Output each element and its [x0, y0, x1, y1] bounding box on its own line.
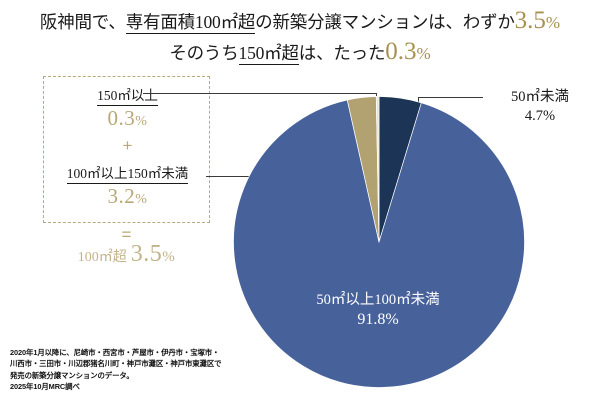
callout-value-100-number: 3.2: [107, 184, 136, 208]
callout-value-150-number: 0.3: [107, 106, 136, 130]
callout-value-150-percent: %: [135, 114, 148, 129]
pie-label-50-to-100-value: 91.8%: [357, 310, 399, 328]
headline-line1-percent: %: [545, 13, 561, 32]
pie-label-50-to-100: 50㎡以上100㎡未満 91.8%: [278, 291, 478, 331]
callout-total-label: 100㎡超: [77, 250, 127, 265]
callout-operator-equals-row: =: [43, 225, 210, 245]
headline-line2-suffix: は、たった: [298, 42, 386, 63]
plus-operator-icon: +: [122, 136, 133, 155]
headline-line1-figure: 3.5%: [515, 7, 560, 34]
footnote-line-2: 川西市・三田市・川辺郡猪名川町・神戸市灘区・神戸市東灘区で: [10, 359, 222, 369]
pie-slice-2: [233, 99, 525, 388]
leader-line-50-horizontal: [419, 97, 483, 99]
headline-line-1: 阪神間で、専有面積100㎡超の新築分譲マンションは、わずか3.5%: [0, 6, 600, 37]
callout-row-150-value: 0.3%: [44, 106, 211, 131]
footnote: 2020年1月以降に、尼崎市・西宮市・芦屋市・伊丹市・宝塚市・ 川西市・三田市・…: [10, 347, 280, 393]
headline-line1-number: 3.5: [514, 7, 546, 34]
headline-line2-emphasis: 150㎡超: [238, 42, 299, 65]
pie-slice-group: [233, 96, 525, 388]
footnote-line-4: 2025年10月MRC調べ: [10, 382, 80, 392]
footnote-line-3: 発売の新築分譲マンションのデータ。: [10, 370, 134, 380]
callout-label-100: 100㎡以上150㎡未満: [66, 166, 189, 184]
headline-line1-suffix: の新築分譲マンションは、わずか: [255, 12, 515, 32]
callout-value-150: 0.3%: [108, 106, 148, 130]
pie-label-under-50-title: 50㎡未満: [511, 89, 569, 105]
headline-line2-figure: 0.3%: [385, 38, 430, 65]
pie-slice-4: [375, 96, 380, 243]
headline-line2-prefix: そのうち: [169, 42, 239, 63]
headline-line2-percent: %: [416, 43, 431, 63]
callout-row-150-label: 150㎡以上: [44, 87, 211, 106]
pie-chart: [233, 96, 525, 388]
callout-label-150: 150㎡以上: [97, 88, 158, 106]
headline-line1-emphasis: 専有面積100㎡超: [125, 12, 256, 34]
callout-operator-plus-row: +: [44, 136, 211, 156]
pie-label-50-to-100-title: 50㎡以上100㎡未満: [316, 292, 440, 308]
callout-total-number: 3.5: [130, 241, 163, 267]
equals-operator-icon: =: [121, 225, 132, 244]
callout-total-row: 100㎡超 3.5%: [43, 241, 210, 268]
callout-value-100: 3.2%: [108, 184, 148, 208]
headline-line2-number: 0.3: [385, 37, 417, 65]
pie-label-under-50: 50㎡未満 4.7%: [486, 88, 594, 126]
leader-line-150-horizontal: [143, 93, 377, 95]
headline-line1-prefix: 阪神間で、: [39, 12, 126, 32]
callout-row-100-value: 3.2%: [44, 184, 211, 209]
callout-row-100-label: 100㎡以上150㎡未満: [44, 165, 211, 184]
callout-box: 150㎡以上 0.3% + 100㎡以上150㎡未満 3.2%: [43, 76, 210, 223]
pie-chart-svg: [233, 96, 525, 388]
footnote-line-1: 2020年1月以降に、尼崎市・西宮市・芦屋市・伊丹市・宝塚市・: [10, 348, 220, 357]
callout-total-value: 3.5%: [131, 241, 176, 267]
callout-value-100-percent: %: [135, 192, 148, 207]
pie-label-under-50-value: 4.7%: [524, 107, 556, 124]
headline: 阪神間で、専有面積100㎡超の新築分譲マンションは、わずか3.5% そのうち15…: [0, 6, 600, 67]
headline-line-2: そのうち150㎡超は、たった0.3%: [0, 37, 600, 68]
callout-total-percent: %: [162, 249, 176, 265]
